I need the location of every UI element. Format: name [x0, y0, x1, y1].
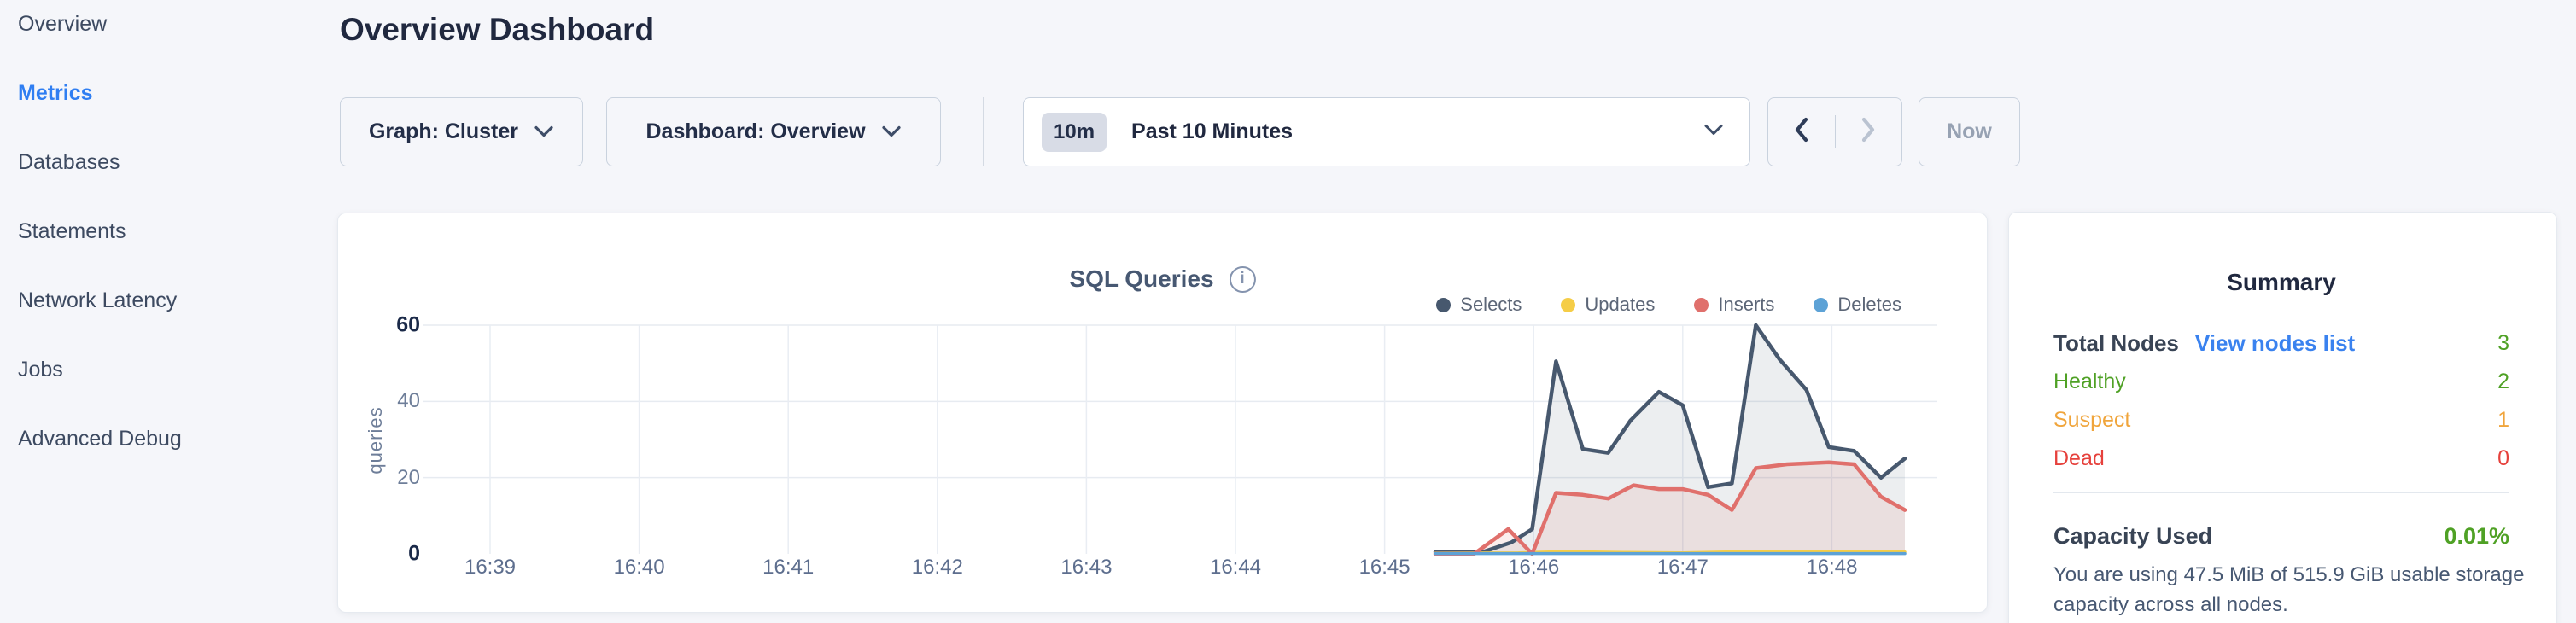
- capacity-used-label: Capacity Used: [2053, 523, 2213, 549]
- sidebar-item-advanced-debug[interactable]: Advanced Debug: [18, 427, 182, 451]
- view-nodes-list-link[interactable]: View nodes list: [2194, 330, 2356, 356]
- chevron-right-icon: [1859, 115, 1878, 148]
- summary-panel: Summary Total Nodes View nodes list 3 He…: [2008, 212, 2557, 623]
- y-axis-label: queries: [365, 406, 386, 475]
- dashboard-select[interactable]: Dashboard: Overview: [606, 97, 941, 166]
- legend-item-selects[interactable]: Selects: [1436, 294, 1522, 316]
- sidebar-item-network-latency[interactable]: Network Latency: [18, 288, 178, 312]
- chevron-left-icon: [1792, 115, 1811, 148]
- x-tick-16-44: 16:44: [1209, 556, 1262, 579]
- page-title: Overview Dashboard: [340, 12, 655, 47]
- legend-dot-updates: [1561, 297, 1576, 312]
- suspect-nodes-row: Suspect 1: [2053, 401, 2509, 440]
- controls-divider: [983, 97, 984, 166]
- chevron-down-icon: [881, 119, 902, 144]
- legend-label-inserts: Inserts: [1718, 294, 1775, 315]
- dead-nodes-row: Dead 0: [2053, 440, 2509, 478]
- capacity-description: You are using 47.5 MiB of 515.9 GiB usab…: [2053, 563, 2525, 616]
- healthy-value: 2: [2497, 370, 2509, 393]
- y-tick-0: 0: [408, 541, 420, 566]
- x-tick-16-41: 16:41: [762, 556, 815, 579]
- time-step-button-group: [1767, 97, 1902, 166]
- x-tick-16-45: 16:45: [1358, 556, 1411, 579]
- x-tick-16-47: 16:47: [1656, 556, 1709, 579]
- chart-title-wrap: SQL Queries i: [1069, 265, 1256, 293]
- legend-label-deletes: Deletes: [1837, 294, 1901, 315]
- time-window-label: Past 10 Minutes: [1131, 119, 1293, 143]
- now-button[interactable]: Now: [1919, 97, 2020, 166]
- chart-title: SQL Queries: [1069, 265, 1214, 292]
- sidebar-nav: Overview Metrics Databases Statements Networ…: [0, 0, 336, 623]
- y-tick-40: 40: [397, 389, 420, 413]
- legend-dot-deletes: [1814, 297, 1829, 312]
- x-tick-16-40: 16:40: [613, 556, 665, 579]
- x-tick-16-43: 16:43: [1060, 556, 1113, 579]
- suspect-label: Suspect: [2053, 408, 2131, 432]
- capacity-used-value: 0.01%: [2444, 523, 2509, 549]
- summary-node-rows: Total Nodes View nodes list 3 Healthy 2 Su…: [2053, 324, 2509, 478]
- dead-value: 0: [2497, 446, 2509, 470]
- graph-scope-select[interactable]: Graph: Cluster: [340, 97, 583, 166]
- chart-legend: Selects Updates Inserts Deletes: [1436, 294, 1901, 316]
- now-button-label: Now: [1947, 119, 1992, 143]
- sql-queries-plot-area: [338, 213, 1989, 614]
- x-tick-16-42: 16:42: [911, 556, 963, 579]
- sidebar-item-databases[interactable]: Databases: [18, 150, 120, 174]
- legend-item-updates[interactable]: Updates: [1561, 294, 1655, 316]
- info-icon[interactable]: i: [1229, 265, 1256, 293]
- dashboard-select-label: Dashboard: Overview: [645, 119, 866, 143]
- time-step-forward-button[interactable]: [1836, 115, 1902, 148]
- sidebar-item-statements[interactable]: Statements: [18, 219, 126, 243]
- time-window-badge: 10m: [1042, 112, 1107, 152]
- legend-item-inserts[interactable]: Inserts: [1694, 294, 1774, 316]
- controls-row: Graph: Cluster Dashboard: Overview 10m P…: [340, 97, 2020, 166]
- sql-queries-chart-svg: [423, 323, 1937, 556]
- graph-scope-select-label: Graph: Cluster: [368, 119, 519, 143]
- time-window-select[interactable]: 10m Past 10 Minutes: [1023, 97, 1750, 166]
- total-nodes-label: Total Nodes: [2053, 330, 2179, 356]
- sidebar-item-jobs[interactable]: Jobs: [18, 358, 63, 381]
- time-step-back-button[interactable]: [1768, 115, 1836, 148]
- x-tick-16-46: 16:46: [1508, 556, 1560, 579]
- chevron-down-icon: [1703, 124, 1724, 141]
- suspect-value: 1: [2497, 408, 2509, 432]
- dead-label: Dead: [2053, 446, 2105, 470]
- healthy-nodes-row: Healthy 2: [2053, 363, 2509, 401]
- sidebar-item-overview[interactable]: Overview: [18, 12, 108, 36]
- sql-queries-chart-card: SQL Queries i Selects Updates Inserts Delet…: [337, 213, 1988, 613]
- y-tick-60: 60: [396, 312, 420, 337]
- summary-title: Summary: [2227, 269, 2336, 295]
- legend-label-updates: Updates: [1585, 294, 1656, 315]
- legend-dot-inserts: [1694, 297, 1709, 312]
- legend-dot-selects: [1436, 297, 1452, 312]
- sidebar-item-metrics[interactable]: Metrics: [18, 81, 93, 105]
- total-nodes-value: 3: [2497, 331, 2509, 355]
- chevron-down-icon: [534, 119, 554, 144]
- healthy-label: Healthy: [2053, 370, 2126, 393]
- legend-label-selects: Selects: [1460, 294, 1522, 315]
- x-tick-16-48: 16:48: [1806, 556, 1858, 579]
- legend-item-deletes[interactable]: Deletes: [1814, 294, 1901, 316]
- summary-divider: [2053, 492, 2509, 493]
- x-tick-16-39: 16:39: [464, 556, 517, 579]
- y-tick-20: 20: [397, 465, 420, 489]
- total-nodes-row: Total Nodes View nodes list 3: [2053, 324, 2509, 363]
- capacity-used-row: Capacity Used 0.01%: [2053, 523, 2509, 550]
